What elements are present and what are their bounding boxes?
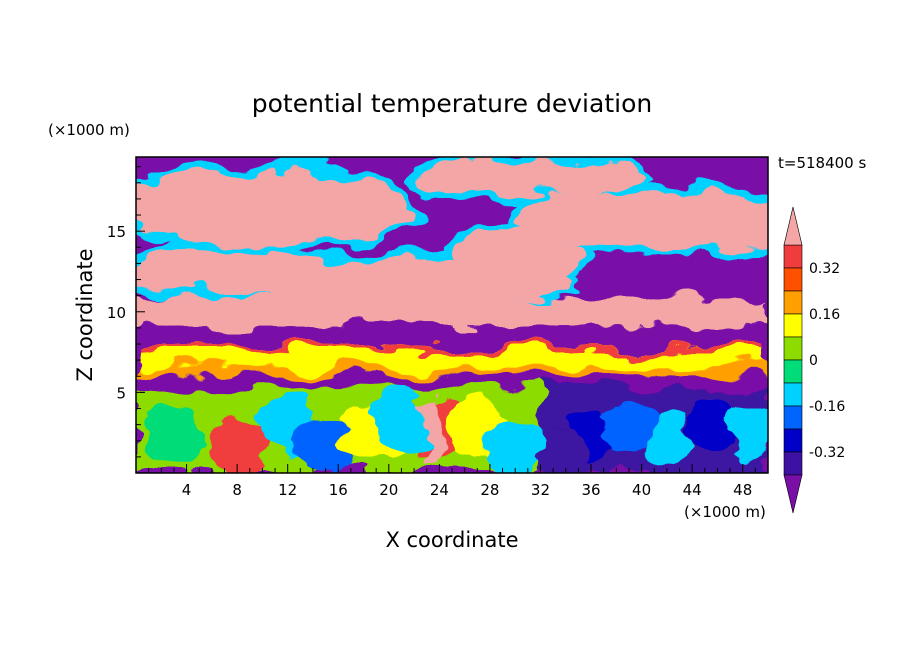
cold-anomaly-region	[136, 376, 768, 393]
x-tick-label: 32	[531, 481, 550, 499]
colorbar-tick-label: -0.32	[809, 445, 845, 461]
heatmap-field	[136, 157, 768, 473]
colorbar-segment	[783, 359, 803, 384]
lower-eddy	[371, 387, 432, 446]
lower-eddy	[688, 398, 734, 451]
x-tick-label: 12	[278, 481, 297, 499]
x-tick-label: 4	[182, 481, 192, 499]
lower-eddy	[484, 419, 546, 473]
colorbar-tick-label: 0.32	[809, 261, 840, 277]
colorbar-segment	[783, 428, 803, 453]
x-axis-label: X coordinate	[385, 528, 518, 552]
colorbar-max-triangle	[783, 206, 803, 246]
warm-anomaly-region	[654, 194, 768, 253]
stable-band-edge	[136, 345, 768, 351]
y-tick-label: 5	[116, 384, 126, 402]
warm-anomaly-region	[136, 298, 768, 324]
x-tick-label: 20	[379, 481, 398, 499]
lower-eddy	[206, 419, 268, 473]
colorbar-tick-label: -0.16	[809, 399, 845, 415]
x-tick-label: 28	[480, 481, 499, 499]
lower-eddy	[606, 398, 652, 451]
warm-anomaly-region	[452, 229, 579, 282]
x-tick-label: 16	[329, 481, 348, 499]
colorbar-min-triangle	[783, 474, 803, 514]
y-unit-label: (×1000 m)	[48, 121, 130, 139]
lower-eddy	[543, 423, 589, 473]
colorbar-tick-label: 0.16	[809, 307, 840, 323]
colorbar: 0.32 0.16 0 -0.16 -0.32	[783, 206, 845, 514]
x-tick-label: 48	[733, 481, 752, 499]
colorbar-segment	[783, 244, 803, 269]
warm-anomaly-region	[136, 171, 415, 243]
warm-anomaly-region	[414, 157, 642, 198]
y-tick-label: 10	[107, 304, 126, 322]
colorbar-segment	[783, 290, 803, 315]
colorbar-segment	[783, 382, 803, 407]
y-tick-label: 15	[107, 223, 126, 241]
y-axis: 5 10 15	[107, 166, 145, 458]
x-unit-label: (×1000 m)	[684, 503, 766, 521]
warm-plume	[422, 395, 440, 469]
colorbar-segment	[783, 336, 803, 361]
stable-band-core	[136, 368, 768, 377]
x-tick-label: 40	[632, 481, 651, 499]
chart-title: potential temperature deviation	[252, 89, 652, 118]
x-tick-label: 24	[430, 481, 449, 499]
x-tick-label: 36	[581, 481, 600, 499]
x-tick-label: 8	[232, 481, 242, 499]
colorbar-segment	[783, 267, 803, 292]
colorbar-segment	[783, 405, 803, 430]
lower-eddy	[143, 403, 205, 462]
x-tick-label: 44	[683, 481, 702, 499]
colorbar-segment	[783, 451, 803, 476]
time-label: t=518400 s	[778, 154, 866, 172]
y-axis-label: Z coordinate	[73, 248, 97, 381]
lower-eddy	[644, 414, 690, 467]
colorbar-tick-label: 0	[809, 353, 818, 369]
colorbar-segment	[783, 313, 803, 338]
x-axis: 4 8 12 16 20 24 28 32 36 40 44 48	[148, 464, 756, 499]
lower-eddy	[726, 406, 768, 459]
warm-anomaly-region	[136, 248, 339, 295]
